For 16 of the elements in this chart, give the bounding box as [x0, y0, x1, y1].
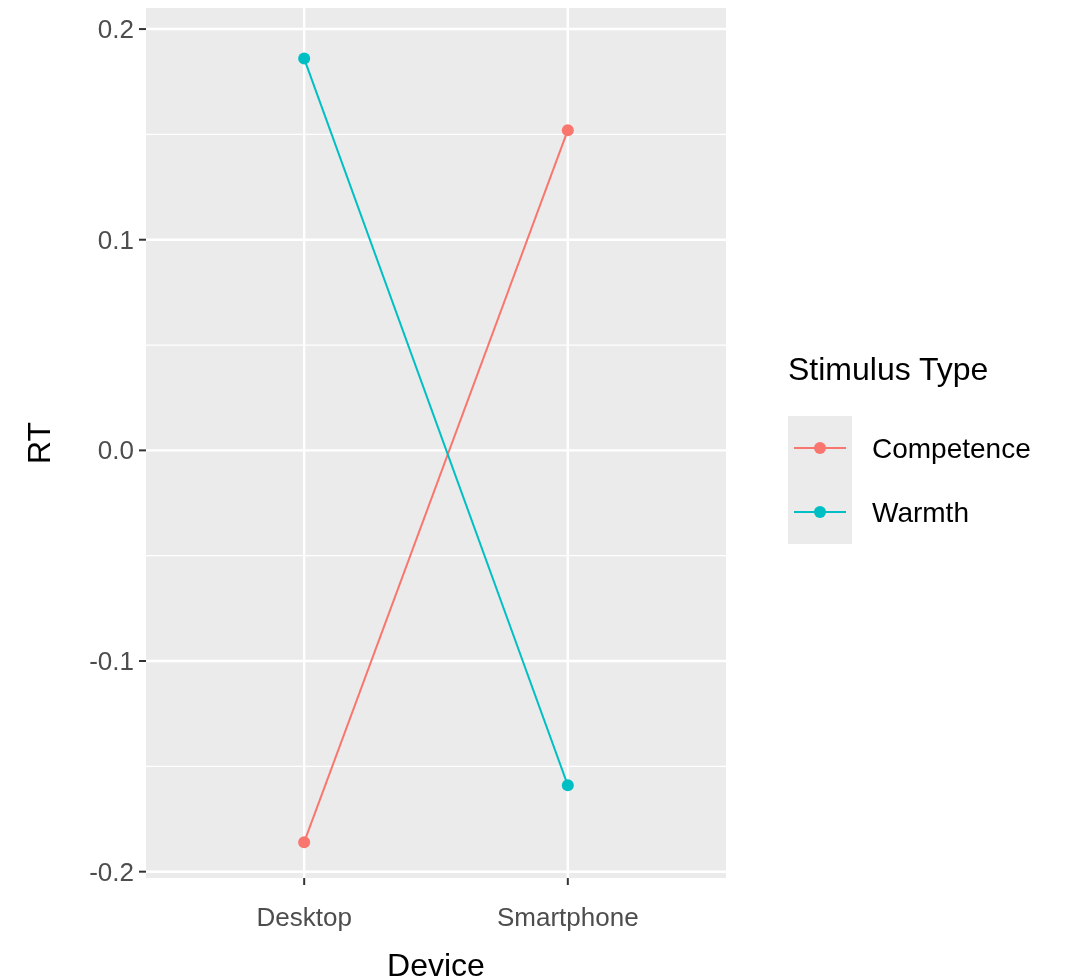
point	[298, 836, 311, 849]
y-tick-label: 0.1	[97, 224, 134, 255]
point	[561, 124, 574, 137]
point	[561, 779, 574, 792]
x-tick-label: Desktop	[256, 902, 352, 932]
legend-title: Stimulus Type	[788, 351, 989, 387]
y-tick-label: -0.1	[89, 646, 134, 677]
legend-label: Warmth	[872, 497, 969, 528]
legend-label: Competence	[872, 433, 1031, 464]
y-tick-label: -0.2	[89, 856, 134, 887]
point	[298, 52, 311, 65]
y-tick-label: 0.2	[97, 14, 134, 45]
x-tick-label: Smartphone	[496, 902, 639, 932]
x-axis-title: Device	[387, 947, 485, 978]
y-axis-title: RT	[21, 421, 57, 465]
y-tick-label: 0.0	[97, 435, 134, 466]
